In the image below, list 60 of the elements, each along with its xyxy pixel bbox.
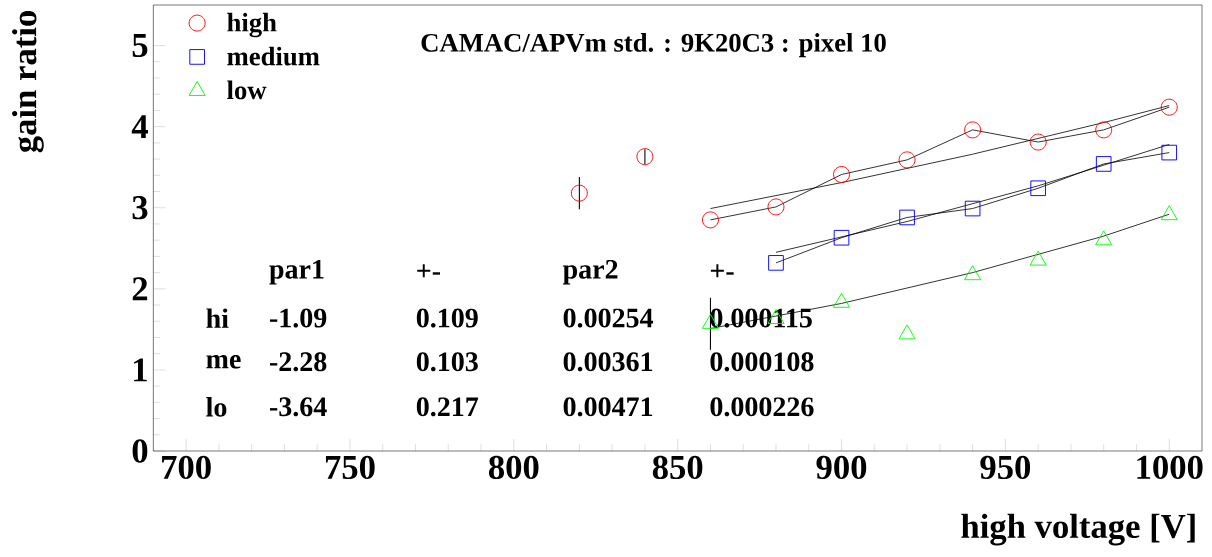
x-tick-label: 700 xyxy=(162,455,211,480)
x-tick-label: 900 xyxy=(816,455,867,480)
annotation: lo xyxy=(206,397,227,417)
x-tick-label: 950 xyxy=(980,455,1031,480)
x-tick-label: 750 xyxy=(325,455,375,480)
annotation: 0.00254 xyxy=(563,308,654,328)
point xyxy=(899,209,915,226)
y-axis-title: gain ratio xyxy=(12,11,44,153)
legend-label: low xyxy=(227,80,267,100)
annotation: hi xyxy=(206,308,229,328)
point xyxy=(964,121,982,139)
annotation: par1 xyxy=(269,259,324,285)
annotation: -2.28 xyxy=(269,352,327,372)
text: CAMAC/APVm std. : 9K20C3 : pixel 10 xyxy=(421,33,886,58)
annotation: par2 xyxy=(562,259,618,285)
annotation: 0.103 xyxy=(416,352,478,372)
point xyxy=(1029,133,1047,151)
point xyxy=(964,265,982,281)
annotation: 0.00361 xyxy=(563,352,653,372)
point xyxy=(833,229,850,246)
annotation: 0.000226 xyxy=(710,397,814,417)
x-axis-title: high voltage [V] xyxy=(961,513,1195,546)
legend-label: medium xyxy=(227,46,320,66)
point xyxy=(1161,144,1178,161)
y-tick-label: 5 xyxy=(132,34,148,58)
annotation: -1.09 xyxy=(269,308,327,328)
point xyxy=(701,211,719,229)
point xyxy=(768,255,784,271)
point xyxy=(898,151,916,169)
point xyxy=(1095,156,1112,172)
y-tick-label: 3 xyxy=(132,196,148,220)
annotation: 0.217 xyxy=(416,397,479,417)
point xyxy=(767,198,785,216)
x-tick-label: 850 xyxy=(652,455,703,480)
annotation: -3.64 xyxy=(269,397,327,417)
x-tick-label: 1000 xyxy=(1137,455,1203,480)
point xyxy=(964,200,981,217)
y-tick-label: 0 xyxy=(132,439,148,463)
point xyxy=(898,324,916,340)
annotation: +- xyxy=(710,264,734,278)
annotation: 0.109 xyxy=(416,308,478,328)
annotation: me xyxy=(206,355,241,369)
point xyxy=(1095,121,1113,139)
annotation: 0.00471 xyxy=(563,397,653,417)
legend-label: high xyxy=(227,12,277,38)
annotation: +- xyxy=(417,264,441,278)
point xyxy=(1095,230,1113,246)
point xyxy=(1029,250,1047,266)
point xyxy=(1160,98,1178,116)
annotation: 0.000108 xyxy=(710,352,814,372)
point xyxy=(833,166,850,183)
y-tick-label: 1 xyxy=(134,358,147,382)
point xyxy=(636,148,654,166)
point xyxy=(1160,205,1178,221)
y-tick-label: 4 xyxy=(131,115,148,139)
point xyxy=(570,184,588,202)
point xyxy=(1030,180,1046,197)
point xyxy=(832,292,851,308)
y-tick-label: 2 xyxy=(132,277,148,301)
x-tick-label: 800 xyxy=(488,455,539,480)
